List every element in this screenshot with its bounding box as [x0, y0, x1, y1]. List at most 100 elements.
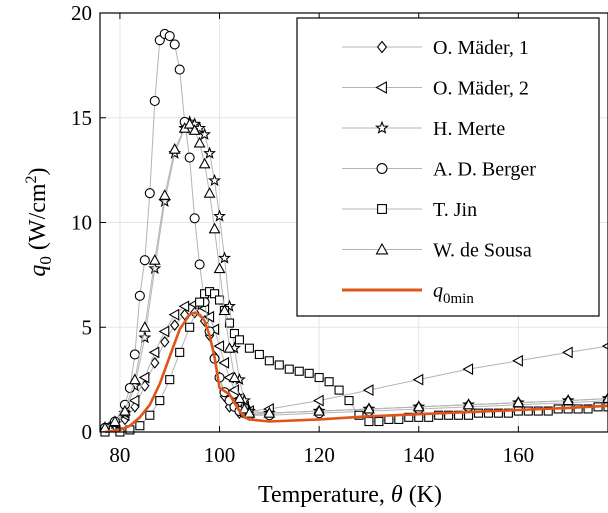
- legend-label: H. Merte: [433, 118, 505, 140]
- data-point: [134, 290, 145, 301]
- data-point: [139, 255, 150, 266]
- data-point: [138, 321, 151, 332]
- data-point: [444, 410, 454, 420]
- data-point: [138, 330, 152, 344]
- legend-box: [296, 17, 600, 317]
- data-point: [304, 368, 314, 378]
- data-point: [254, 349, 264, 360]
- data-point: [364, 416, 374, 427]
- data-point: [483, 408, 494, 418]
- series-line-q0min: [104, 311, 608, 434]
- data-point: [543, 406, 553, 416]
- data-point: [229, 328, 240, 339]
- data-point: [149, 95, 160, 107]
- data-point: [145, 410, 155, 420]
- data-point: [148, 254, 161, 265]
- data-point: [169, 39, 180, 50]
- data-point: [194, 259, 205, 270]
- data-point: [313, 404, 326, 416]
- data-point: [324, 377, 334, 387]
- data-point: [148, 346, 160, 359]
- legend-marker: [376, 163, 388, 175]
- data-point: [189, 213, 200, 224]
- legend-item: A. D. Berger: [342, 159, 536, 181]
- data-point: [601, 342, 608, 350]
- data-point: [344, 396, 354, 406]
- legend: O. Mäder, 1 O. Mäder, 2 H. Merte A. D. Berg…: [296, 17, 600, 317]
- legend-label: O. Mäder, 1: [433, 37, 529, 59]
- data-point: [314, 372, 324, 383]
- y-tick-label: 20: [71, 1, 92, 25]
- data-point: [573, 404, 583, 414]
- data-point: [168, 308, 180, 321]
- data-point: [223, 342, 236, 353]
- data-point: [148, 261, 162, 275]
- data-point: [294, 366, 304, 376]
- data-point: [602, 392, 608, 404]
- data-point: [228, 371, 241, 383]
- data-point: [128, 373, 141, 385]
- data-point: [533, 406, 543, 416]
- data-point: [284, 364, 294, 374]
- data-point: [168, 143, 181, 154]
- data-point: [198, 157, 211, 169]
- data-point: [583, 404, 593, 414]
- data-point: [213, 262, 226, 274]
- data-point: [150, 356, 160, 369]
- data-point: [228, 384, 240, 397]
- legend-marker: [376, 40, 388, 54]
- data-point: [363, 402, 375, 414]
- data-point: [188, 124, 201, 135]
- data-point: [158, 194, 172, 208]
- y-tick-label: 0: [82, 420, 93, 444]
- data-point: [184, 152, 195, 163]
- data-point: [354, 410, 364, 420]
- y-tick-label: 15: [71, 106, 92, 130]
- series-line-o-m-der-2: [104, 303, 608, 429]
- data-point: [208, 222, 221, 234]
- data-point: [263, 407, 276, 418]
- legend-item: T. Jin: [342, 199, 477, 221]
- x-axis-title: Temperature, θ (K): [258, 482, 442, 508]
- y-tick-label: 10: [71, 211, 92, 235]
- data-point: [135, 421, 145, 431]
- data-point: [218, 304, 231, 316]
- data-point: [178, 300, 190, 313]
- data-point: [170, 319, 180, 332]
- data-point: [493, 408, 503, 418]
- data-point: [209, 289, 220, 299]
- data-point: [313, 394, 324, 407]
- data-point: [165, 375, 175, 385]
- legend-item: O. Mäder, 1: [342, 37, 529, 59]
- x-tick-label: 80: [109, 443, 130, 467]
- data-point: [394, 414, 404, 424]
- data-point: [158, 189, 171, 200]
- ticks: 80 100 120 140 160 0 5 10 15 20: [71, 1, 534, 467]
- y-tick-label: 5: [82, 315, 93, 339]
- legend-item: H. Merte: [342, 118, 505, 140]
- series-layer: [100, 28, 608, 437]
- data-point: [164, 30, 175, 42]
- data-point: [144, 188, 155, 199]
- legend-marker: [375, 81, 387, 94]
- x-tick-label: 100: [204, 443, 236, 467]
- data-point: [118, 404, 131, 416]
- data-point: [175, 347, 185, 357]
- data-point: [203, 310, 215, 323]
- x-tick-label: 160: [503, 443, 535, 467]
- data-point: [562, 394, 575, 406]
- data-point: [213, 340, 225, 353]
- series-t-jin: [100, 287, 608, 437]
- data-point: [214, 295, 225, 305]
- data-point: [218, 356, 230, 369]
- legend-item: W. de Sousa: [342, 240, 532, 262]
- legend-item: O. Mäder, 2: [342, 78, 529, 100]
- legend-marker: [375, 242, 389, 255]
- data-point: [224, 318, 235, 328]
- data-point: [109, 415, 121, 427]
- data-point: [128, 394, 140, 407]
- data-point: [129, 349, 140, 360]
- data-point: [412, 400, 425, 412]
- data-point: [195, 297, 205, 307]
